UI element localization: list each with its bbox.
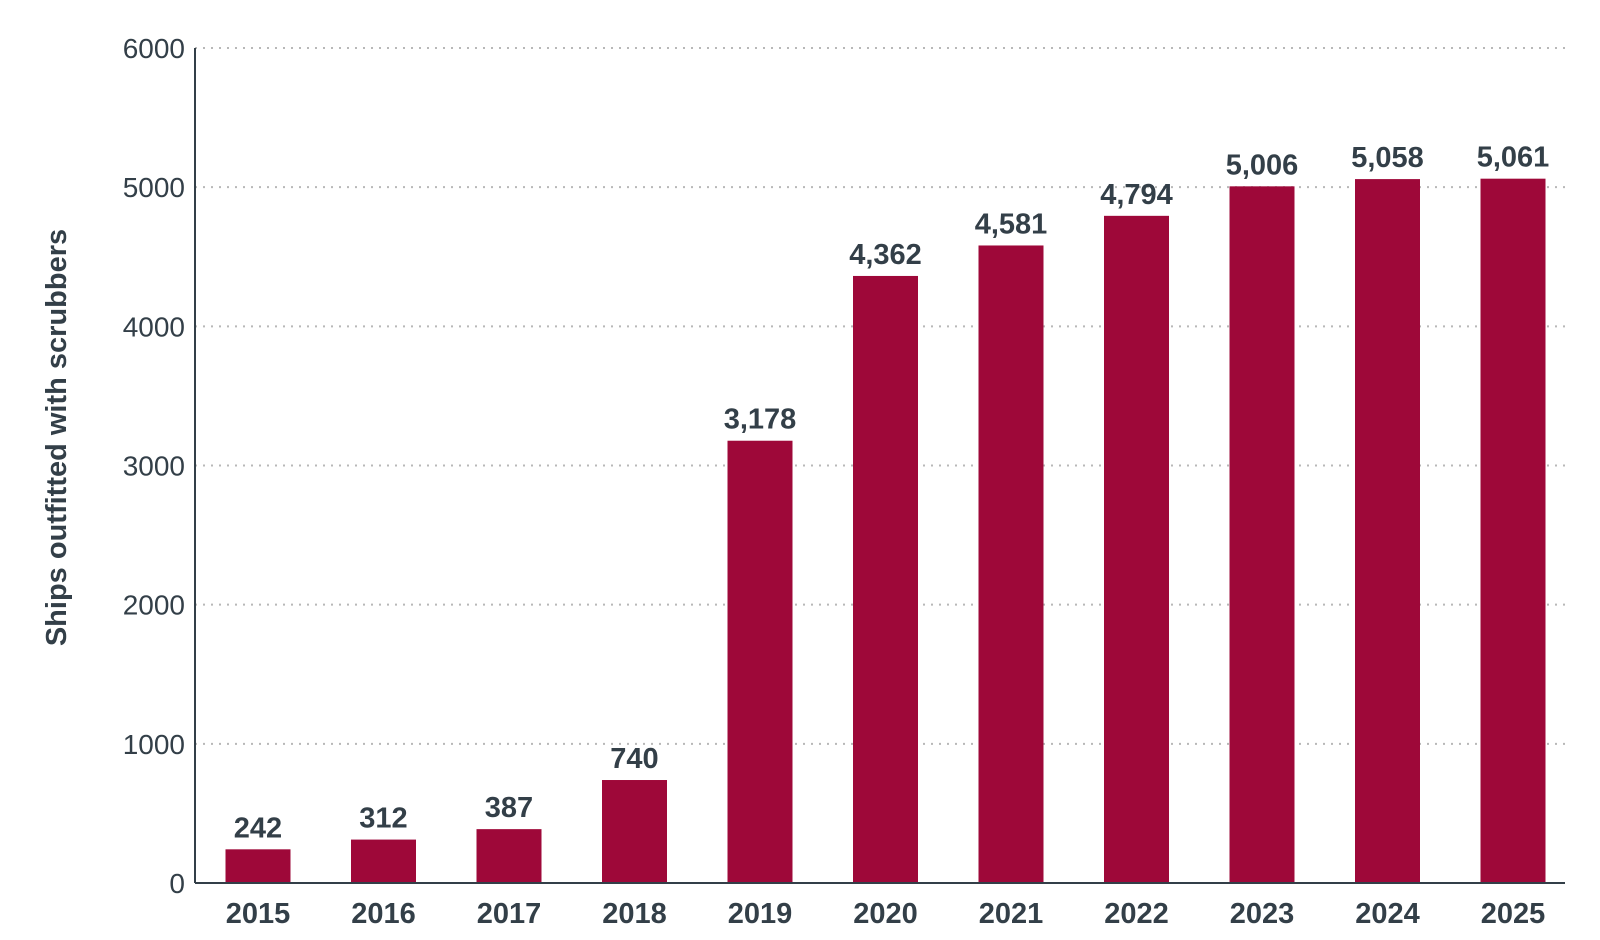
- y-tick-label: 5000: [123, 172, 185, 203]
- data-label-2021: 4,581: [975, 208, 1048, 240]
- data-label-2022: 4,794: [1100, 179, 1173, 211]
- data-label-2023: 5,006: [1226, 149, 1299, 181]
- bar-2022: [1104, 215, 1169, 883]
- bar-2018: [602, 780, 667, 883]
- bar-2019: [727, 440, 793, 883]
- data-label-2017: 387: [485, 792, 533, 824]
- x-tick-label: 2025: [1481, 898, 1546, 930]
- bar-2025: [1480, 178, 1546, 884]
- data-label-2025: 5,061: [1477, 142, 1550, 174]
- x-tick-label: 2023: [1230, 898, 1295, 930]
- y-tick-label: 6000: [123, 33, 185, 64]
- x-tick-label: 2021: [979, 898, 1044, 930]
- data-label-2018: 740: [610, 743, 658, 775]
- y-axis-ticks: 0 1000 2000 3000 4000 5000 6000: [123, 33, 185, 899]
- x-tick-label: 2015: [226, 898, 291, 930]
- x-tick-label: 2016: [351, 898, 416, 930]
- bar-2016: [351, 839, 416, 883]
- bars: [225, 178, 1546, 884]
- data-label-2015: 242: [234, 812, 282, 844]
- bar-2020: [853, 275, 918, 884]
- y-tick-label: 1000: [123, 729, 185, 760]
- x-tick-label: 2019: [728, 898, 793, 930]
- data-label-2016: 312: [359, 803, 407, 835]
- y-tick-label: 2000: [123, 590, 185, 621]
- x-tick-label: 2022: [1104, 898, 1169, 930]
- bar-2023: [1229, 186, 1295, 883]
- y-axis-title: Ships outfitted with scrubbers: [41, 229, 73, 646]
- x-tick-label: 2020: [853, 898, 918, 930]
- x-tick-label: 2018: [602, 898, 667, 930]
- data-label-2024: 5,058: [1351, 142, 1424, 174]
- data-label-2019: 3,178: [724, 404, 797, 436]
- y-tick-label: 4000: [123, 311, 185, 342]
- bar-2017: [476, 829, 542, 883]
- x-tick-label: 2017: [477, 898, 542, 930]
- x-axis-ticks: 2015 2016 2017 2018 2019 2020 2021 2022 2023 2024…: [226, 898, 1546, 930]
- bar-2021: [978, 245, 1044, 884]
- y-tick-label: 3000: [123, 451, 185, 482]
- data-labels: 242 312 387 740 3,178 4,362 4,581 4,794 5,006 5,0…: [234, 142, 1549, 845]
- data-label-2020: 4,362: [849, 239, 922, 271]
- bar-2024: [1355, 179, 1420, 884]
- bar-2015: [225, 849, 291, 883]
- y-tick-label: 0: [169, 868, 185, 899]
- x-tick-label: 2024: [1355, 898, 1420, 930]
